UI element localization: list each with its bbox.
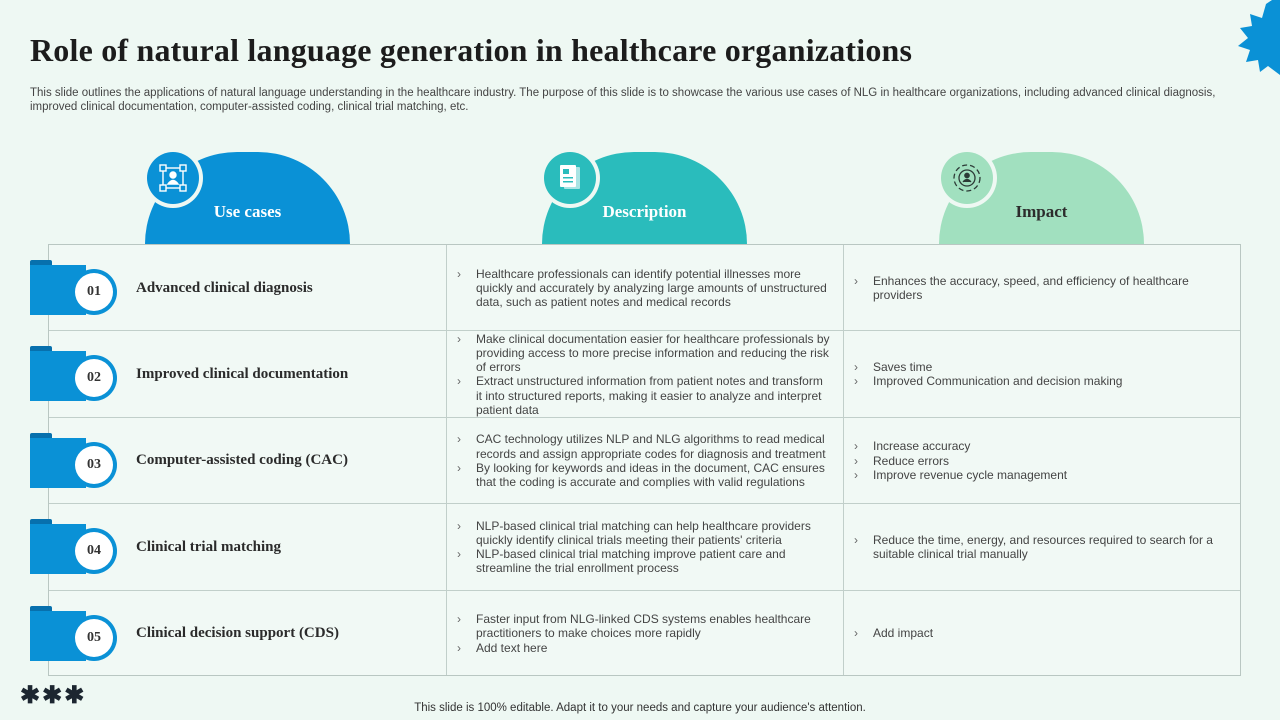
description-bullet: Extract unstructured information from pa…: [457, 374, 832, 417]
use-case-table: 01 Advanced clinical diagnosis Healthcar…: [30, 244, 1241, 677]
page-subtitle: This slide outlines the applications of …: [30, 87, 1216, 113]
description-bullet: Add text here: [457, 641, 832, 656]
impact-bullet: Improve revenue cycle management: [854, 468, 1229, 483]
description-bullet: By looking for keywords and ideas in the…: [457, 461, 832, 490]
description-cell: Make clinical documentation easier for h…: [457, 331, 832, 417]
target-user-icon: [937, 148, 997, 208]
description-bullet: Faster input from NLG-linked CDS systems…: [457, 612, 832, 641]
row-number-badge: 05: [71, 614, 117, 661]
description-bullet: Healthcare professionals can identify po…: [457, 267, 832, 310]
description-cell: CAC technology utilizes NLP and NLG algo…: [457, 418, 832, 504]
description-bullet: CAC technology utilizes NLP and NLG algo…: [457, 432, 832, 461]
row-number-badge: 02: [71, 355, 117, 402]
description-cell: Healthcare professionals can identify po…: [457, 245, 832, 331]
use-case-label: Clinical decision support (CDS): [136, 625, 339, 642]
use-case-label: Advanced clinical diagnosis: [136, 279, 313, 296]
table-row: 02 Improved clinical documentation Make …: [30, 331, 1240, 418]
use-case-label: Computer-assisted coding (CAC): [136, 452, 348, 469]
impact-bullet: Reduce the time, energy, and resources r…: [854, 533, 1229, 562]
use-case-label: Improved clinical documentation: [136, 365, 349, 382]
asterisk-decoration: ✱✱✱: [20, 682, 87, 709]
table-row: 04 Clinical trial matching NLP-based cli…: [30, 504, 1240, 591]
impact-header: Impact: [1015, 202, 1068, 221]
impact-bullet: Add impact: [854, 626, 1229, 641]
description-bullet: NLP-based clinical trial matching can he…: [457, 519, 832, 548]
use-case-label: Clinical trial matching: [136, 538, 281, 555]
starburst-icon: [1238, 0, 1280, 75]
row-number-badge: 03: [71, 441, 117, 488]
table-row: 05 Clinical decision support (CDS) Faste…: [30, 591, 1240, 677]
impact-bullet: Increase accuracy: [854, 439, 1229, 454]
impact-cell: Reduce the time, energy, and resources r…: [854, 504, 1229, 590]
impact-cell: Enhances the accuracy, speed, and effici…: [854, 245, 1229, 331]
page-title: Role of natural language generation in h…: [30, 32, 913, 68]
impact-cell: Add impact: [854, 591, 1229, 677]
use-cases-header: Use cases: [213, 202, 282, 221]
description-header: Description: [602, 202, 687, 221]
row-number-badge: 04: [71, 528, 117, 575]
impact-cell: Increase accuracy Reduce errors Improve …: [854, 418, 1229, 504]
network-user-icon: [143, 148, 203, 208]
impact-bullet: Improved Communication and decision maki…: [854, 374, 1229, 389]
row-number-badge: 01: [71, 269, 117, 315]
table-row: 01 Advanced clinical diagnosis Healthcar…: [30, 245, 1240, 332]
description-bullet: Make clinical documentation easier for h…: [457, 332, 832, 375]
impact-bullet: Enhances the accuracy, speed, and effici…: [854, 274, 1229, 303]
description-bullet: NLP-based clinical trial matching improv…: [457, 547, 832, 576]
document-icon: [540, 148, 600, 208]
table-row: 03 Computer-assisted coding (CAC) CAC te…: [30, 418, 1240, 505]
impact-cell: Saves time Improved Communication and de…: [854, 331, 1229, 417]
footer-note: This slide is 100% editable. Adapt it to…: [414, 702, 866, 714]
impact-bullet: Saves time: [854, 360, 1229, 375]
description-cell: Faster input from NLG-linked CDS systems…: [457, 591, 832, 677]
description-cell: NLP-based clinical trial matching can he…: [457, 504, 832, 590]
impact-bullet: Reduce errors: [854, 454, 1229, 469]
